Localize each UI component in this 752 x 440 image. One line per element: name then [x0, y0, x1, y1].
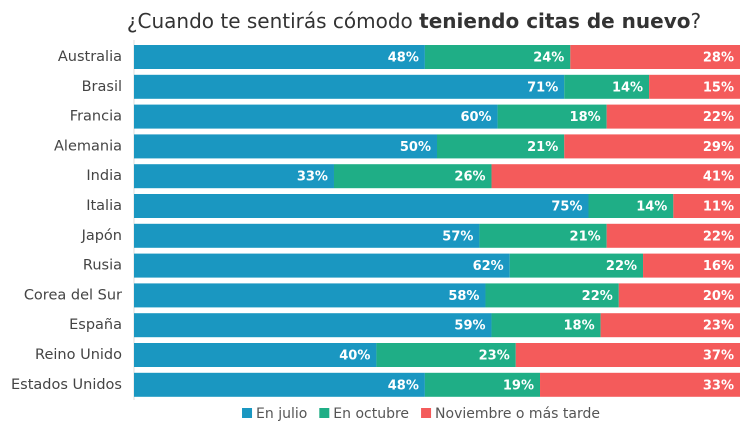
value-label: 26%: [454, 170, 485, 185]
legend-label: En julio: [256, 406, 307, 422]
value-label: 33%: [703, 378, 734, 393]
value-label: 22%: [606, 259, 637, 274]
bar-segment: [570, 45, 740, 69]
value-label: 21%: [527, 140, 558, 155]
value-label: 29%: [703, 140, 734, 155]
bar-segment: [509, 253, 644, 278]
value-label: 16%: [703, 259, 734, 274]
bar-segment: [424, 45, 571, 69]
value-label: 60%: [460, 110, 491, 125]
value-label: 40%: [339, 349, 370, 364]
bar-segment: [134, 253, 510, 278]
category-label: Rusia: [83, 258, 122, 274]
legend-swatch: [319, 408, 330, 418]
legend-swatch: [421, 408, 432, 418]
category-label: Reino Unido: [35, 347, 122, 363]
value-label: 18%: [570, 110, 601, 125]
bar-segment: [134, 223, 480, 248]
bar-segment: [515, 343, 740, 367]
bar-segment: [134, 194, 589, 218]
category-label: Estados Unidos: [11, 377, 122, 393]
value-label: 24%: [533, 51, 564, 66]
bar-segment: [564, 134, 740, 159]
value-label: 75%: [551, 200, 582, 215]
category-label: Francia: [70, 109, 122, 125]
bar-segment: [134, 343, 377, 367]
bar-segment: [134, 313, 492, 338]
bar-segment: [134, 164, 334, 189]
bar-segment: [479, 223, 607, 248]
value-label: 28%: [703, 51, 734, 66]
bar-segment: [540, 372, 740, 397]
bar-segment: [497, 104, 607, 129]
legend-label: En octubre: [333, 406, 409, 422]
value-label: 23%: [479, 349, 510, 364]
bar-segment: [485, 283, 619, 308]
bar-segment: [491, 164, 740, 189]
bar-segment: [491, 313, 601, 338]
bar-segment: [618, 283, 740, 308]
category-label: India: [86, 168, 122, 184]
bar-segment: [134, 45, 425, 69]
value-label: 19%: [503, 378, 534, 393]
value-label: 15%: [703, 80, 734, 95]
value-label: 20%: [703, 289, 734, 304]
bar-segment: [134, 283, 486, 308]
bar-segment: [600, 313, 740, 338]
bar-segment: [564, 74, 650, 99]
category-label: Australia: [58, 49, 122, 65]
value-label: 14%: [612, 80, 643, 95]
value-label: 71%: [527, 80, 558, 95]
bar-segment: [649, 74, 740, 99]
value-label: 14%: [636, 200, 667, 215]
value-label: 62%: [473, 259, 504, 274]
value-label: 22%: [703, 110, 734, 125]
value-label: 57%: [442, 229, 473, 244]
category-label: Italia: [86, 198, 122, 214]
category-label: Alemania: [54, 138, 122, 154]
chart-title: ¿Cuando te sentirás cómodo teniendo cita…: [127, 9, 701, 33]
bar-segment: [673, 194, 740, 218]
title-part: ?: [691, 9, 702, 33]
bar-segment: [606, 223, 740, 248]
bar-segment: [134, 372, 425, 397]
value-label: 22%: [582, 289, 613, 304]
value-label: 22%: [703, 229, 734, 244]
category-label: Brasil: [82, 79, 122, 95]
legend: En julio En octubre Noviembre o más tarde: [242, 406, 600, 422]
category-label: Corea del Sur: [24, 287, 122, 303]
value-label: 41%: [703, 170, 734, 185]
value-label: 37%: [703, 349, 734, 364]
value-label: 23%: [703, 319, 734, 334]
value-label: 21%: [570, 229, 601, 244]
value-label: 18%: [563, 319, 594, 334]
title-part: ¿Cuando te sentirás cómodo: [127, 9, 419, 33]
bar-segment: [606, 104, 740, 129]
legend-label: Noviembre o más tarde: [435, 406, 600, 422]
value-label: 48%: [388, 378, 419, 393]
title-part: teniendo citas de nuevo: [419, 9, 690, 33]
bar-segment: [643, 253, 740, 278]
bar-segment: [134, 74, 565, 99]
bar-segment: [333, 164, 492, 189]
value-label: 48%: [388, 51, 419, 66]
bar-segment: [424, 372, 541, 397]
category-label: Japón: [81, 228, 122, 244]
category-label: España: [69, 317, 122, 333]
bar-segment: [437, 134, 565, 159]
bar-segment: [134, 104, 498, 129]
value-label: 33%: [297, 170, 328, 185]
value-label: 50%: [400, 140, 431, 155]
bar-segment: [134, 134, 437, 159]
legend-swatch: [242, 408, 253, 418]
value-label: 59%: [454, 319, 485, 334]
bar-segment: [376, 343, 516, 367]
bar-segment: [588, 194, 674, 218]
value-label: 11%: [703, 200, 734, 215]
value-label: 58%: [448, 289, 479, 304]
